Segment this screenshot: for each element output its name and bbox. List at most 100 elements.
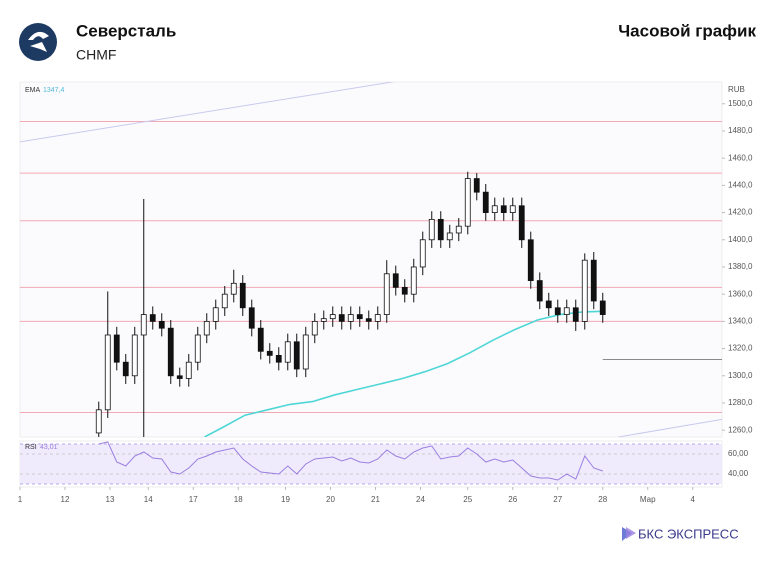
candle-body — [446, 232, 453, 241]
candle-body — [356, 314, 363, 320]
candle-body — [158, 320, 165, 329]
candle-body — [518, 205, 525, 241]
candle-body — [203, 320, 210, 336]
x-tick-label: 19 — [281, 495, 290, 504]
y-tick-label: 1380,0 — [728, 262, 753, 271]
rsi-line — [98, 441, 603, 481]
candle-body — [257, 327, 264, 352]
candle-body — [365, 318, 372, 322]
candle-body — [95, 409, 102, 434]
candle-body — [428, 218, 435, 241]
title: Северсталь — [76, 21, 176, 40]
candle-body — [464, 178, 471, 227]
candle-body — [527, 239, 534, 281]
candle-body — [221, 293, 228, 309]
y-tick-label: 1480,0 — [728, 126, 753, 135]
axes: 1260,0 1280,0 1300,0 1320,0 1340,0 1360,0 1380… — [18, 99, 753, 504]
x-tick-label: 1 — [18, 495, 23, 504]
candle-body — [149, 314, 156, 322]
x-tick-label: 20 — [326, 495, 335, 504]
rsi-band — [20, 444, 722, 484]
brand-text: БКС ЭКСПРЕСС — [638, 526, 739, 541]
y-tick-label: 1500,0 — [728, 99, 753, 108]
candle-body — [167, 327, 174, 377]
y-tick-label: 1360,0 — [728, 289, 753, 298]
candle-body — [320, 318, 327, 322]
candle-body — [455, 225, 462, 234]
candle-body — [419, 239, 426, 268]
currency: RUB — [728, 85, 745, 94]
x-tick-label: 13 — [106, 495, 115, 504]
candle-body — [590, 259, 597, 302]
candle-body — [572, 307, 579, 322]
candle-body — [392, 273, 399, 288]
candle-body — [329, 314, 336, 320]
candle-body — [140, 314, 147, 336]
candle-body — [230, 282, 237, 295]
x-tick-label: Мар — [640, 495, 656, 504]
x-tick-label: 4 — [691, 495, 696, 504]
y-tick-label: 1260,0 — [728, 425, 753, 434]
y-tick-label: 1440,0 — [728, 180, 753, 189]
rsi-value: 43,01 — [40, 444, 58, 451]
price-panel — [19, 81, 723, 438]
rsi-plot — [20, 441, 722, 485]
candle-body — [347, 314, 354, 322]
segment — [618, 418, 722, 437]
candle-body — [374, 314, 381, 322]
x-tick-label: 28 — [598, 495, 607, 504]
candle-body — [194, 334, 201, 363]
x-tick-label: 26 — [508, 495, 517, 504]
ema-value: 1347,4 — [43, 87, 65, 94]
candle-body — [482, 191, 489, 213]
candle-body — [554, 307, 561, 315]
candle-body — [275, 354, 282, 363]
candle-body — [599, 300, 606, 315]
candle-body — [563, 307, 570, 315]
period: Часовой график — [618, 21, 756, 40]
x-tick-label: 21 — [371, 495, 380, 504]
ticker: CHMF — [76, 47, 116, 63]
candle-body — [410, 266, 417, 295]
x-tick-label: 24 — [416, 495, 425, 504]
candle-body — [113, 334, 120, 363]
candle-body — [536, 280, 543, 302]
x-tick-label: 27 — [553, 495, 562, 504]
candle-body — [383, 273, 390, 315]
candle-body — [401, 286, 408, 295]
y-tick-label: 1400,0 — [728, 235, 753, 244]
candle-body — [500, 205, 507, 213]
candle-body — [284, 341, 291, 363]
candle-body — [131, 334, 138, 377]
candle-body — [185, 361, 192, 379]
candle-body — [338, 314, 345, 322]
y-tick-label: 1420,0 — [728, 208, 753, 217]
candle-body — [581, 259, 588, 322]
y-tick-label: 1300,0 — [728, 371, 753, 380]
candle-body — [266, 350, 273, 356]
candle-body — [239, 282, 246, 309]
candle-body — [212, 307, 219, 322]
logo — [19, 23, 57, 61]
candle-body — [302, 334, 309, 370]
candle-body — [545, 300, 552, 309]
x-tick-label: 17 — [189, 495, 198, 504]
x-tick-label: 14 — [144, 495, 153, 504]
candle-body — [491, 205, 498, 213]
y-tick-label: 1280,0 — [728, 398, 753, 407]
candle-body — [509, 205, 516, 213]
candle-body — [473, 178, 480, 193]
rsi-tick-label: 60,00 — [728, 449, 749, 458]
x-tick-label: 12 — [61, 495, 70, 504]
price-plot — [20, 82, 722, 437]
x-tick-label: 25 — [463, 495, 472, 504]
candle-body — [311, 320, 318, 336]
candle-body — [122, 361, 129, 377]
candle-body — [437, 218, 444, 241]
segment — [20, 82, 395, 143]
candle-body — [176, 375, 183, 379]
brand: БКС ЭКСПРЕСС — [622, 526, 739, 541]
ema-line — [204, 310, 603, 437]
candle-body — [293, 341, 300, 370]
